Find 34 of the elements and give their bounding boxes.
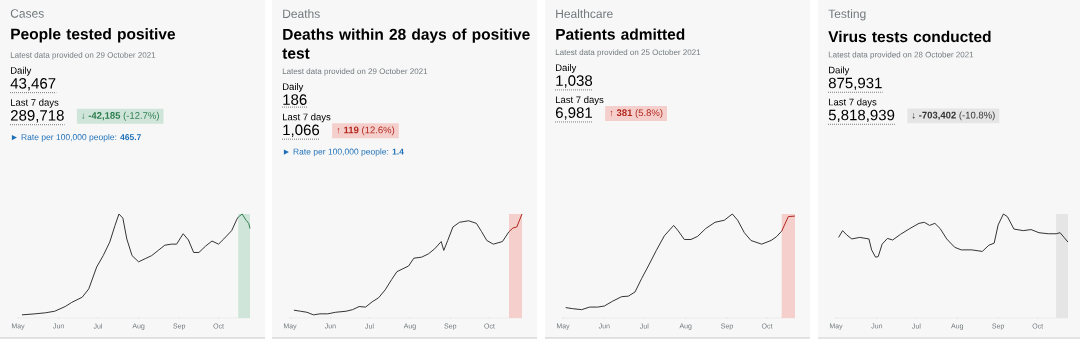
chart-title: Deaths within 28 days of positive test: [282, 28, 530, 59]
text: 186: [283, 94, 307, 105]
chart-subtitle: Healthcare: [556, 9, 613, 18]
chart-subtitle: Testing: [828, 9, 866, 21]
text: 1,066: [283, 124, 320, 137]
text: ↑ 381 (5.8%): [610, 109, 663, 118]
text: Latest data provided on 25 October 2021: [555, 49, 701, 57]
text: 875,931: [828, 77, 882, 91]
text: Daily: [282, 83, 304, 92]
chart-title: Patients admitted: [556, 28, 685, 40]
chart-title: People tested positive: [11, 28, 176, 43]
text: Latest data provided on 28 October 2021: [828, 51, 974, 60]
text: ↓ -703,402 (-10.8%): [912, 111, 995, 121]
text: 1,038: [556, 75, 593, 88]
text: Last 7 days: [11, 98, 59, 108]
text: 289,718: [10, 110, 64, 123]
chart-subtitle: Cases: [10, 9, 44, 18]
text: 6,981: [555, 107, 592, 120]
text: Latest data provided on 29 October 2021: [10, 51, 156, 60]
text: Last 7 days: [555, 96, 604, 105]
text: Daily: [11, 66, 32, 76]
text: Latest data provided on 29 October 2021: [282, 68, 428, 76]
chart-subtitle: Deaths: [283, 9, 320, 18]
text: 5,818,939: [828, 109, 895, 123]
text: Last 7 days: [282, 113, 331, 123]
text: Daily: [555, 64, 577, 73]
text: ↓ -42,185 (-12.7%): [82, 111, 159, 121]
text: ► Rate per 100,000 people: 1.4: [283, 148, 404, 157]
text: Last 7 days: [828, 98, 877, 108]
text: 43,467: [10, 78, 56, 91]
text: ↑ 119 (12.6%): [337, 126, 395, 136]
text: ► Rate per 100,000 people: 465.7: [11, 133, 141, 142]
text: Daily: [828, 66, 850, 76]
chart-title: Virus tests conducted: [828, 30, 991, 43]
